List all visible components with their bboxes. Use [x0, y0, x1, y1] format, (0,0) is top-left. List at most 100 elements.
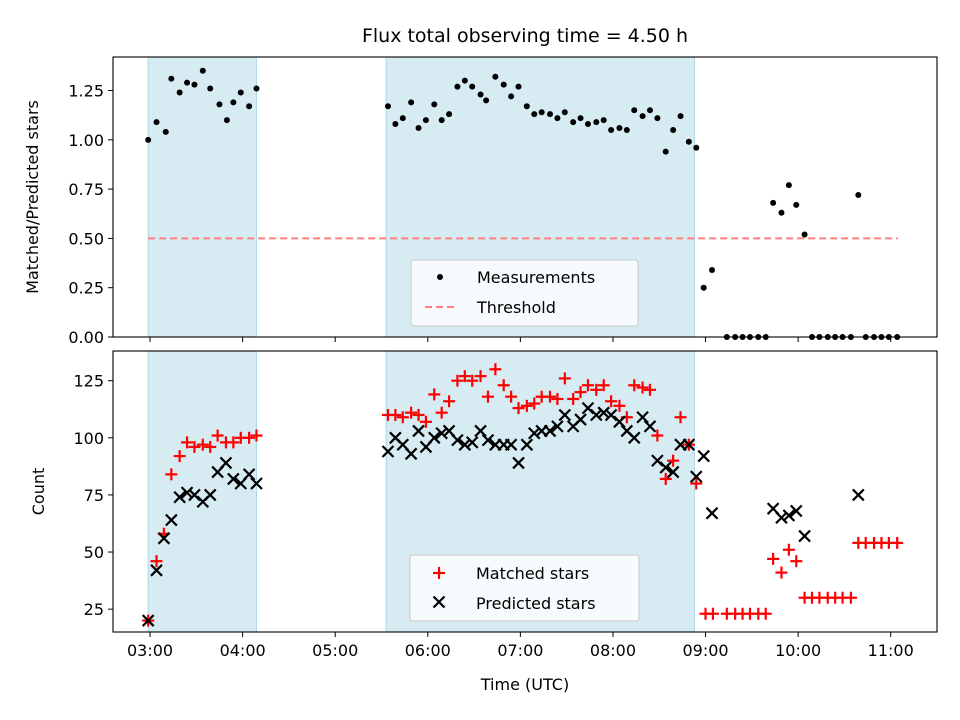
predicted-star-point-b [682, 438, 696, 451]
predicted-star-point-b [165, 513, 178, 527]
predicted-star-point [381, 445, 395, 458]
predicted-star-point [597, 406, 610, 419]
matched-star-point [636, 381, 649, 394]
predicted-star-point [659, 461, 673, 474]
predicted-star-point-b [396, 438, 410, 451]
predicted-star-point-b [150, 564, 163, 577]
matched-star-point [605, 395, 618, 408]
measurement-point [577, 115, 584, 122]
measurement-point [477, 91, 484, 98]
measurement-point [801, 231, 808, 238]
matched-star-point [512, 402, 525, 415]
matched-star-point [643, 383, 656, 396]
predicted-star-point-b [203, 488, 217, 502]
matched-star-point [443, 395, 456, 408]
predicted-star-point [465, 436, 479, 449]
predicted-star-point [643, 420, 657, 433]
matched-star-point [706, 607, 719, 620]
predicted-star-point [551, 420, 564, 433]
measurement-point [500, 81, 507, 88]
measurement-point [700, 284, 707, 291]
predicted-star-point-b [620, 424, 634, 438]
predicted-star-point-b [504, 438, 518, 451]
measurement-point [515, 83, 522, 90]
matched-star-point [690, 477, 703, 490]
bottom-panel: 03:00 04:00 05:00 06:00 07:00 08:00 09:00 10:00… [29, 350, 938, 694]
measurement-point [616, 124, 623, 131]
bottom-panel-y-ticks: 25 50 75 100 125 [73, 372, 113, 619]
predicted-star-point-b [435, 426, 448, 440]
measurement-point [623, 126, 630, 133]
predicted-star-point-b [613, 415, 626, 429]
legend-predicted-stars-marker [432, 595, 446, 609]
measurement-point [793, 201, 800, 208]
predicted-star-point [474, 424, 487, 438]
matched-star-point [204, 440, 217, 453]
matched-star-point [505, 390, 518, 403]
matched-star-point [558, 372, 571, 385]
top-panel-y-axis-label: Matched/Predicted stars [23, 100, 42, 294]
x-tick-label: 04:00 [220, 641, 266, 660]
measurement-point [693, 144, 700, 151]
predicted-star-point [404, 447, 418, 461]
bottom-panel-legend-box [409, 554, 640, 622]
predicted-star-point-b [242, 468, 256, 481]
predicted-star-point-b [852, 488, 865, 502]
measurement-point [408, 99, 415, 106]
matched-star-point [528, 397, 541, 410]
measurement-point [162, 128, 169, 135]
predicted-star-point-b [636, 410, 649, 424]
x-tick-label: 03:00 [127, 641, 173, 660]
predicted-star-point [481, 433, 495, 447]
y-tick-label: 0.00 [68, 328, 104, 347]
measurement-point [153, 119, 160, 126]
predicted-star-point [705, 506, 719, 520]
predicted-star-point-b [789, 504, 803, 518]
measurement-point [785, 182, 792, 189]
top-panel-x-ticks [149, 337, 892, 342]
y-tick-label: 1.25 [68, 82, 104, 101]
matched-star-point [767, 552, 780, 565]
measurement-point [654, 115, 661, 122]
predicted-star-point-b [766, 502, 780, 515]
measurement-point [662, 148, 669, 155]
measurement-point [531, 111, 538, 118]
predicted-star-point-b [381, 445, 395, 458]
predicted-star-point [636, 410, 649, 424]
measurement-point [216, 101, 223, 108]
predicted-star-point-b [775, 511, 788, 525]
predicted-star-point-b [427, 431, 441, 445]
measurement-point [399, 115, 406, 122]
matched-star-point [405, 406, 418, 419]
measurement-point [415, 124, 422, 131]
predicted-star-point-b [512, 456, 525, 470]
matched-star-point [428, 388, 441, 401]
measurement-point [778, 209, 785, 216]
measurement-point [593, 119, 600, 126]
predicted-star-point-b [643, 420, 657, 433]
matched-star-point [435, 406, 448, 419]
matched-star-point [243, 431, 256, 444]
measurement-point [469, 83, 476, 90]
predicted-star-point [627, 431, 641, 445]
matched-star-point [782, 543, 795, 556]
predicted-star-point [173, 490, 186, 504]
x-axis-label: Time (UTC) [480, 675, 569, 694]
matched-star-point [458, 370, 471, 383]
predicted-star-point-b [705, 506, 719, 520]
x-tick-label: 09:00 [682, 641, 728, 660]
x-tick-label: 07:00 [497, 641, 543, 660]
measurement-point [600, 117, 607, 124]
matched-star-point [844, 591, 857, 604]
matched-star-point [590, 383, 603, 396]
predicted-star-point [250, 477, 263, 490]
predicted-star-point-b [798, 529, 811, 543]
predicted-star-point [157, 532, 171, 545]
measurement-point [855, 192, 862, 199]
matched-stars-points [142, 363, 904, 627]
matched-star-point [188, 440, 201, 453]
measurement-point [431, 101, 438, 108]
predicted-star-point-b [412, 424, 425, 438]
bottom-panel-y-axis-label: Count [29, 468, 48, 516]
measurement-point [677, 113, 684, 120]
